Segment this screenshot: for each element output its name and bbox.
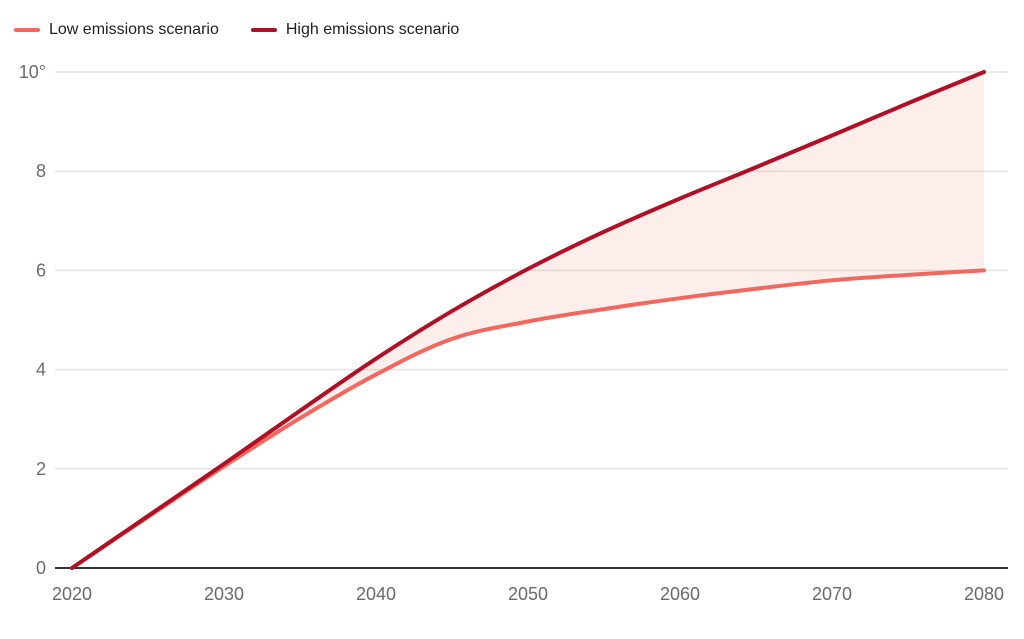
y-tick-label-8: 8 bbox=[36, 161, 46, 181]
x-tick-label-2080: 2080 bbox=[964, 584, 1004, 604]
legend-item-low-emissions[interactable]: Low emissions scenario bbox=[14, 22, 219, 38]
x-tick-label-2020: 2020 bbox=[52, 584, 92, 604]
legend-label-low-emissions: Low emissions scenario bbox=[49, 21, 219, 38]
y-tick-label-2: 2 bbox=[36, 459, 46, 479]
x-tick-label-2070: 2070 bbox=[812, 584, 852, 604]
x-tick-label-2050: 2050 bbox=[508, 584, 548, 604]
x-tick-label-2030: 2030 bbox=[204, 584, 244, 604]
x-tick-label-2040: 2040 bbox=[356, 584, 396, 604]
legend-swatch-low-emissions-icon bbox=[14, 28, 40, 32]
legend-item-high-emissions[interactable]: High emissions scenario bbox=[250, 21, 460, 38]
chart-legend: Low emissions scenario High emissions sc… bbox=[14, 22, 459, 38]
series-line-low-emissions bbox=[70, 268, 986, 570]
y-tick-label-4: 4 bbox=[36, 360, 46, 380]
series-line-high-emissions bbox=[70, 70, 986, 570]
y-tick-label-0: 0 bbox=[36, 558, 46, 578]
legend-swatch-high-emissions-icon bbox=[250, 28, 277, 32]
legend-label-high-emissions: High emissions scenario bbox=[285, 21, 460, 38]
y-tick-label-10: 10° bbox=[19, 62, 46, 82]
y-tick-label-6: 6 bbox=[36, 260, 46, 280]
x-tick-label-2060: 2060 bbox=[660, 584, 700, 604]
